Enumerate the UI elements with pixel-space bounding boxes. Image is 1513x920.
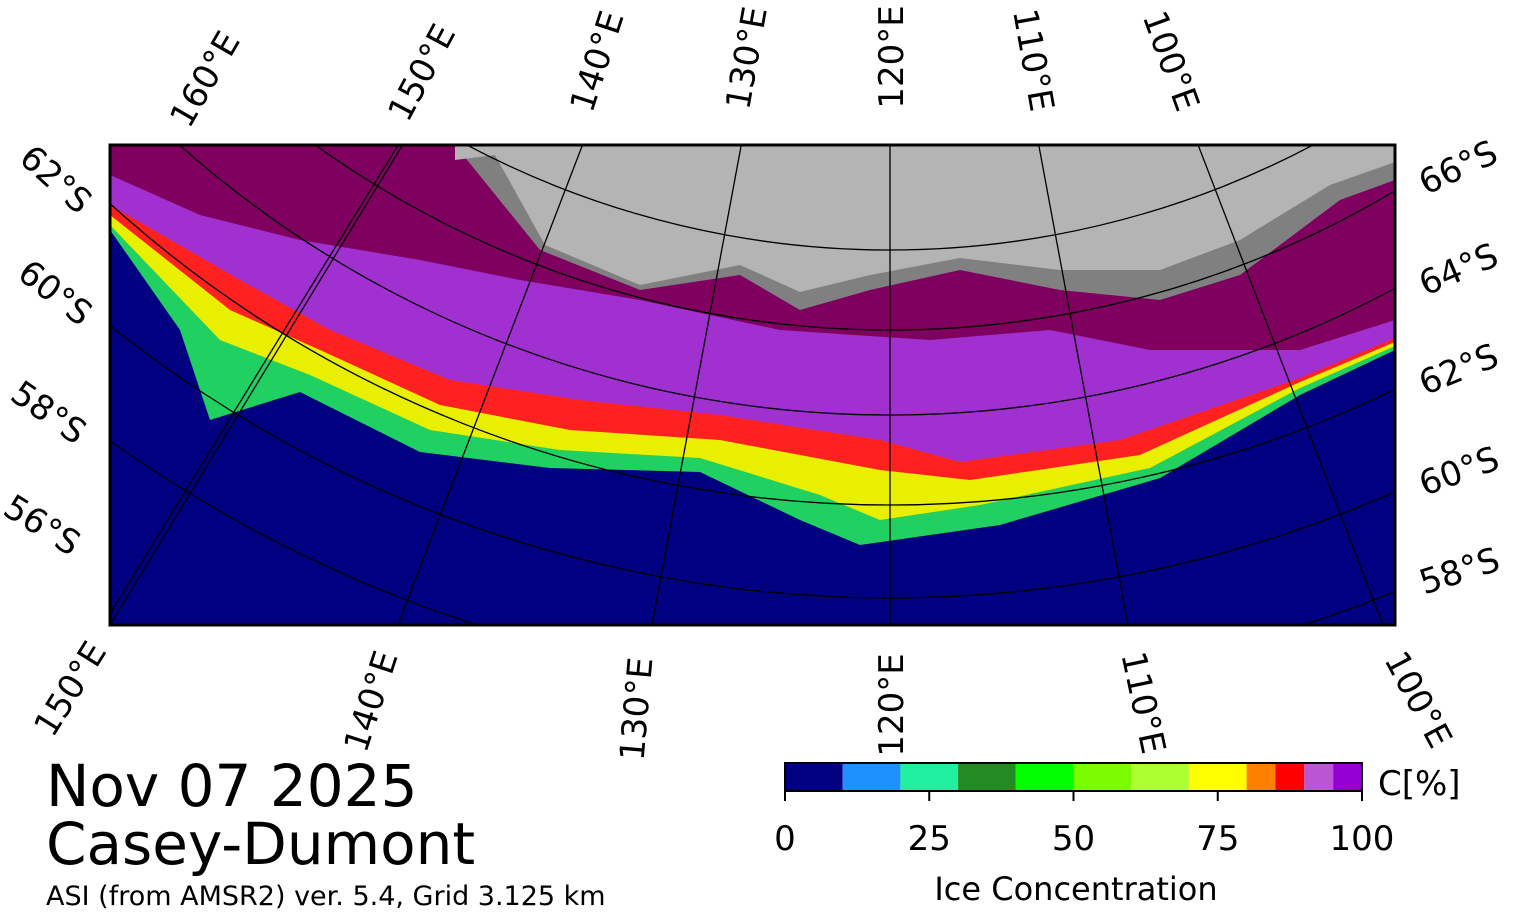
lat-label: 64°S [1413, 235, 1504, 304]
colorbar-tick-label: 50 [1052, 819, 1095, 859]
source: ASI (from AMSR2) ver. 5.4, Grid 3.125 km [46, 881, 606, 912]
lat-label: 62°S [12, 138, 100, 223]
lat-label: 58°S [1414, 540, 1504, 603]
colorbar-segment [958, 763, 1016, 791]
lon-label: 100°E [1376, 645, 1460, 755]
map [110, 145, 1395, 625]
lon-label: 110°E [1004, 6, 1061, 115]
colorbar-tick-label: 100 [1330, 819, 1395, 859]
colorbar-tick-label: 25 [908, 819, 951, 859]
colorbar-segment [1275, 763, 1305, 791]
colorbar-tick-label: 75 [1196, 819, 1239, 859]
lon-label: 140°E [563, 6, 633, 117]
colorbar-label: Ice Concentration [934, 870, 1217, 908]
colorbar-segment [785, 763, 843, 791]
lat-label: 60°S [1414, 439, 1505, 505]
colorbar-segment [900, 763, 959, 791]
right-labels: 66°S 64°S 62°S 60°S 58°S [1413, 133, 1505, 604]
colorbar-unit: C[%] [1378, 764, 1461, 804]
top-labels: 160°E 150°E 140°E 130°E 120°E 110°E 100°… [162, 4, 1207, 135]
left-labels: 62°S 60°S 58°S 56°S [0, 138, 99, 565]
colorbar: 0 25 50 75 100 [774, 762, 1395, 859]
colorbar-segment [1188, 763, 1247, 791]
lon-label: 110°E [1112, 648, 1173, 757]
colorbar-tick-label: 0 [774, 819, 796, 859]
colorbar-segment [1246, 763, 1276, 791]
map-frame [108, 143, 1397, 627]
region: Casey-Dumont [46, 810, 475, 878]
lon-label: 100°E [1134, 6, 1207, 117]
lon-label: 120°E [872, 5, 912, 108]
lat-label: 56°S [0, 487, 87, 564]
land [455, 145, 1395, 292]
colorbar-segment [1073, 763, 1132, 791]
lon-label: 130°E [613, 656, 662, 762]
colorbar-segment [1333, 763, 1362, 791]
lat-label: 60°S [10, 252, 99, 334]
lat-label: 58°S [3, 373, 93, 453]
lat-label: 66°S [1413, 133, 1504, 204]
colorbar-segment [842, 763, 901, 791]
lon-label: 160°E [162, 25, 248, 135]
lon-label: 130°E [718, 4, 775, 113]
colorbar-segment [1131, 763, 1189, 791]
graticule [110, 145, 1395, 625]
colorbar-segment [1015, 763, 1074, 791]
lon-label: 150°E [380, 18, 464, 128]
colorbar-segment [1304, 763, 1334, 791]
date: Nov 07 2025 [46, 752, 417, 820]
lon-label: 150°E [26, 635, 115, 744]
lon-label: 140°E [337, 646, 407, 757]
bottom-labels: 150°E 140°E 130°E 120°E 110°E 100°E [26, 635, 1459, 763]
lon-label: 120°E [872, 653, 912, 756]
lat-label: 62°S [1413, 336, 1504, 404]
